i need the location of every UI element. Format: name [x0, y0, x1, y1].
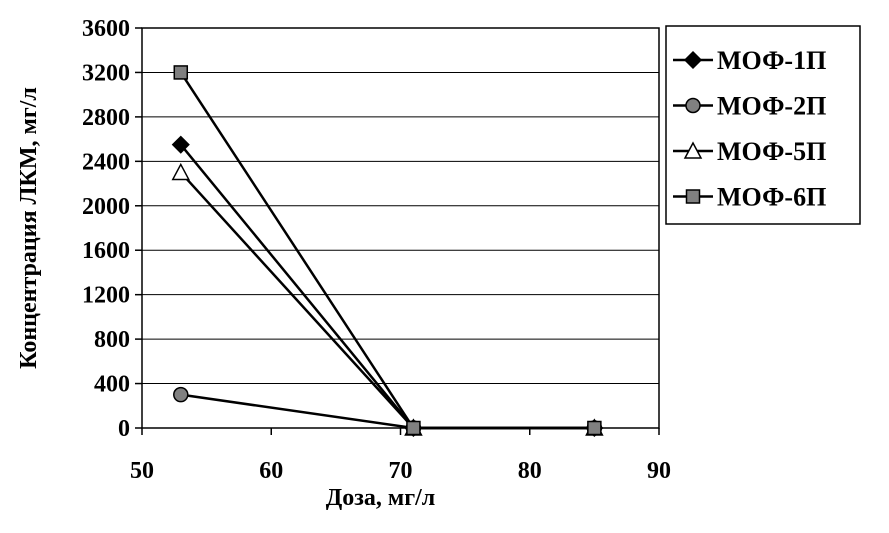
y-tick-label: 400 [94, 372, 130, 398]
axis-ticks: 0 400 800 1200 1600 2000 2400 2800 3200 3600 50 60 7… [82, 16, 671, 484]
y-tick-label: 2400 [82, 149, 130, 175]
y-tick-label: 1200 [82, 283, 130, 309]
gridlines [142, 71, 659, 385]
triangle-marker [683, 141, 703, 159]
legend-label: МОФ-5П [717, 137, 826, 166]
y-tick-label: 3200 [82, 60, 130, 86]
x-axis-title: Доза, мг/л [326, 485, 436, 511]
legend-label: МОФ-2П [717, 92, 826, 121]
x-tick-label: 90 [647, 458, 671, 484]
legend-item: МОФ-6П [673, 183, 826, 212]
x-tick-label: 60 [259, 458, 283, 484]
y-tick-label: 0 [118, 416, 130, 442]
legend-label: МОФ-1П [717, 46, 826, 75]
circle-marker [685, 97, 701, 114]
x-tick-label: 70 [389, 458, 413, 484]
square-marker [406, 420, 421, 436]
diamond-marker [683, 50, 703, 70]
y-tick-label: 2800 [82, 105, 130, 131]
y-tick-label: 1600 [82, 238, 130, 264]
legend-item: МОФ-2П [673, 92, 826, 121]
y-tick-label: 800 [94, 327, 130, 353]
square-marker [685, 189, 701, 204]
square-marker [587, 420, 602, 436]
circle-marker [173, 386, 189, 403]
triangle-marker [171, 162, 191, 181]
y-axis-title: Концентрация ЛКМ, мг/л [16, 87, 42, 369]
legend-item: МОФ-1П [673, 46, 826, 75]
x-tick-label: 50 [130, 458, 154, 484]
legend: МОФ-1П МОФ-2П МОФ-5П МОФ-6П [665, 25, 861, 225]
x-tick-label: 80 [518, 458, 542, 484]
y-tick-label: 2000 [82, 194, 130, 220]
series-МОФ-6П [173, 65, 602, 436]
diamond-marker [171, 135, 190, 154]
legend-item: МОФ-5П [673, 137, 826, 166]
series-lines [171, 65, 604, 438]
square-marker [173, 65, 189, 80]
legend-label: МОФ-6П [717, 183, 826, 212]
y-tick-label: 3600 [82, 16, 130, 42]
